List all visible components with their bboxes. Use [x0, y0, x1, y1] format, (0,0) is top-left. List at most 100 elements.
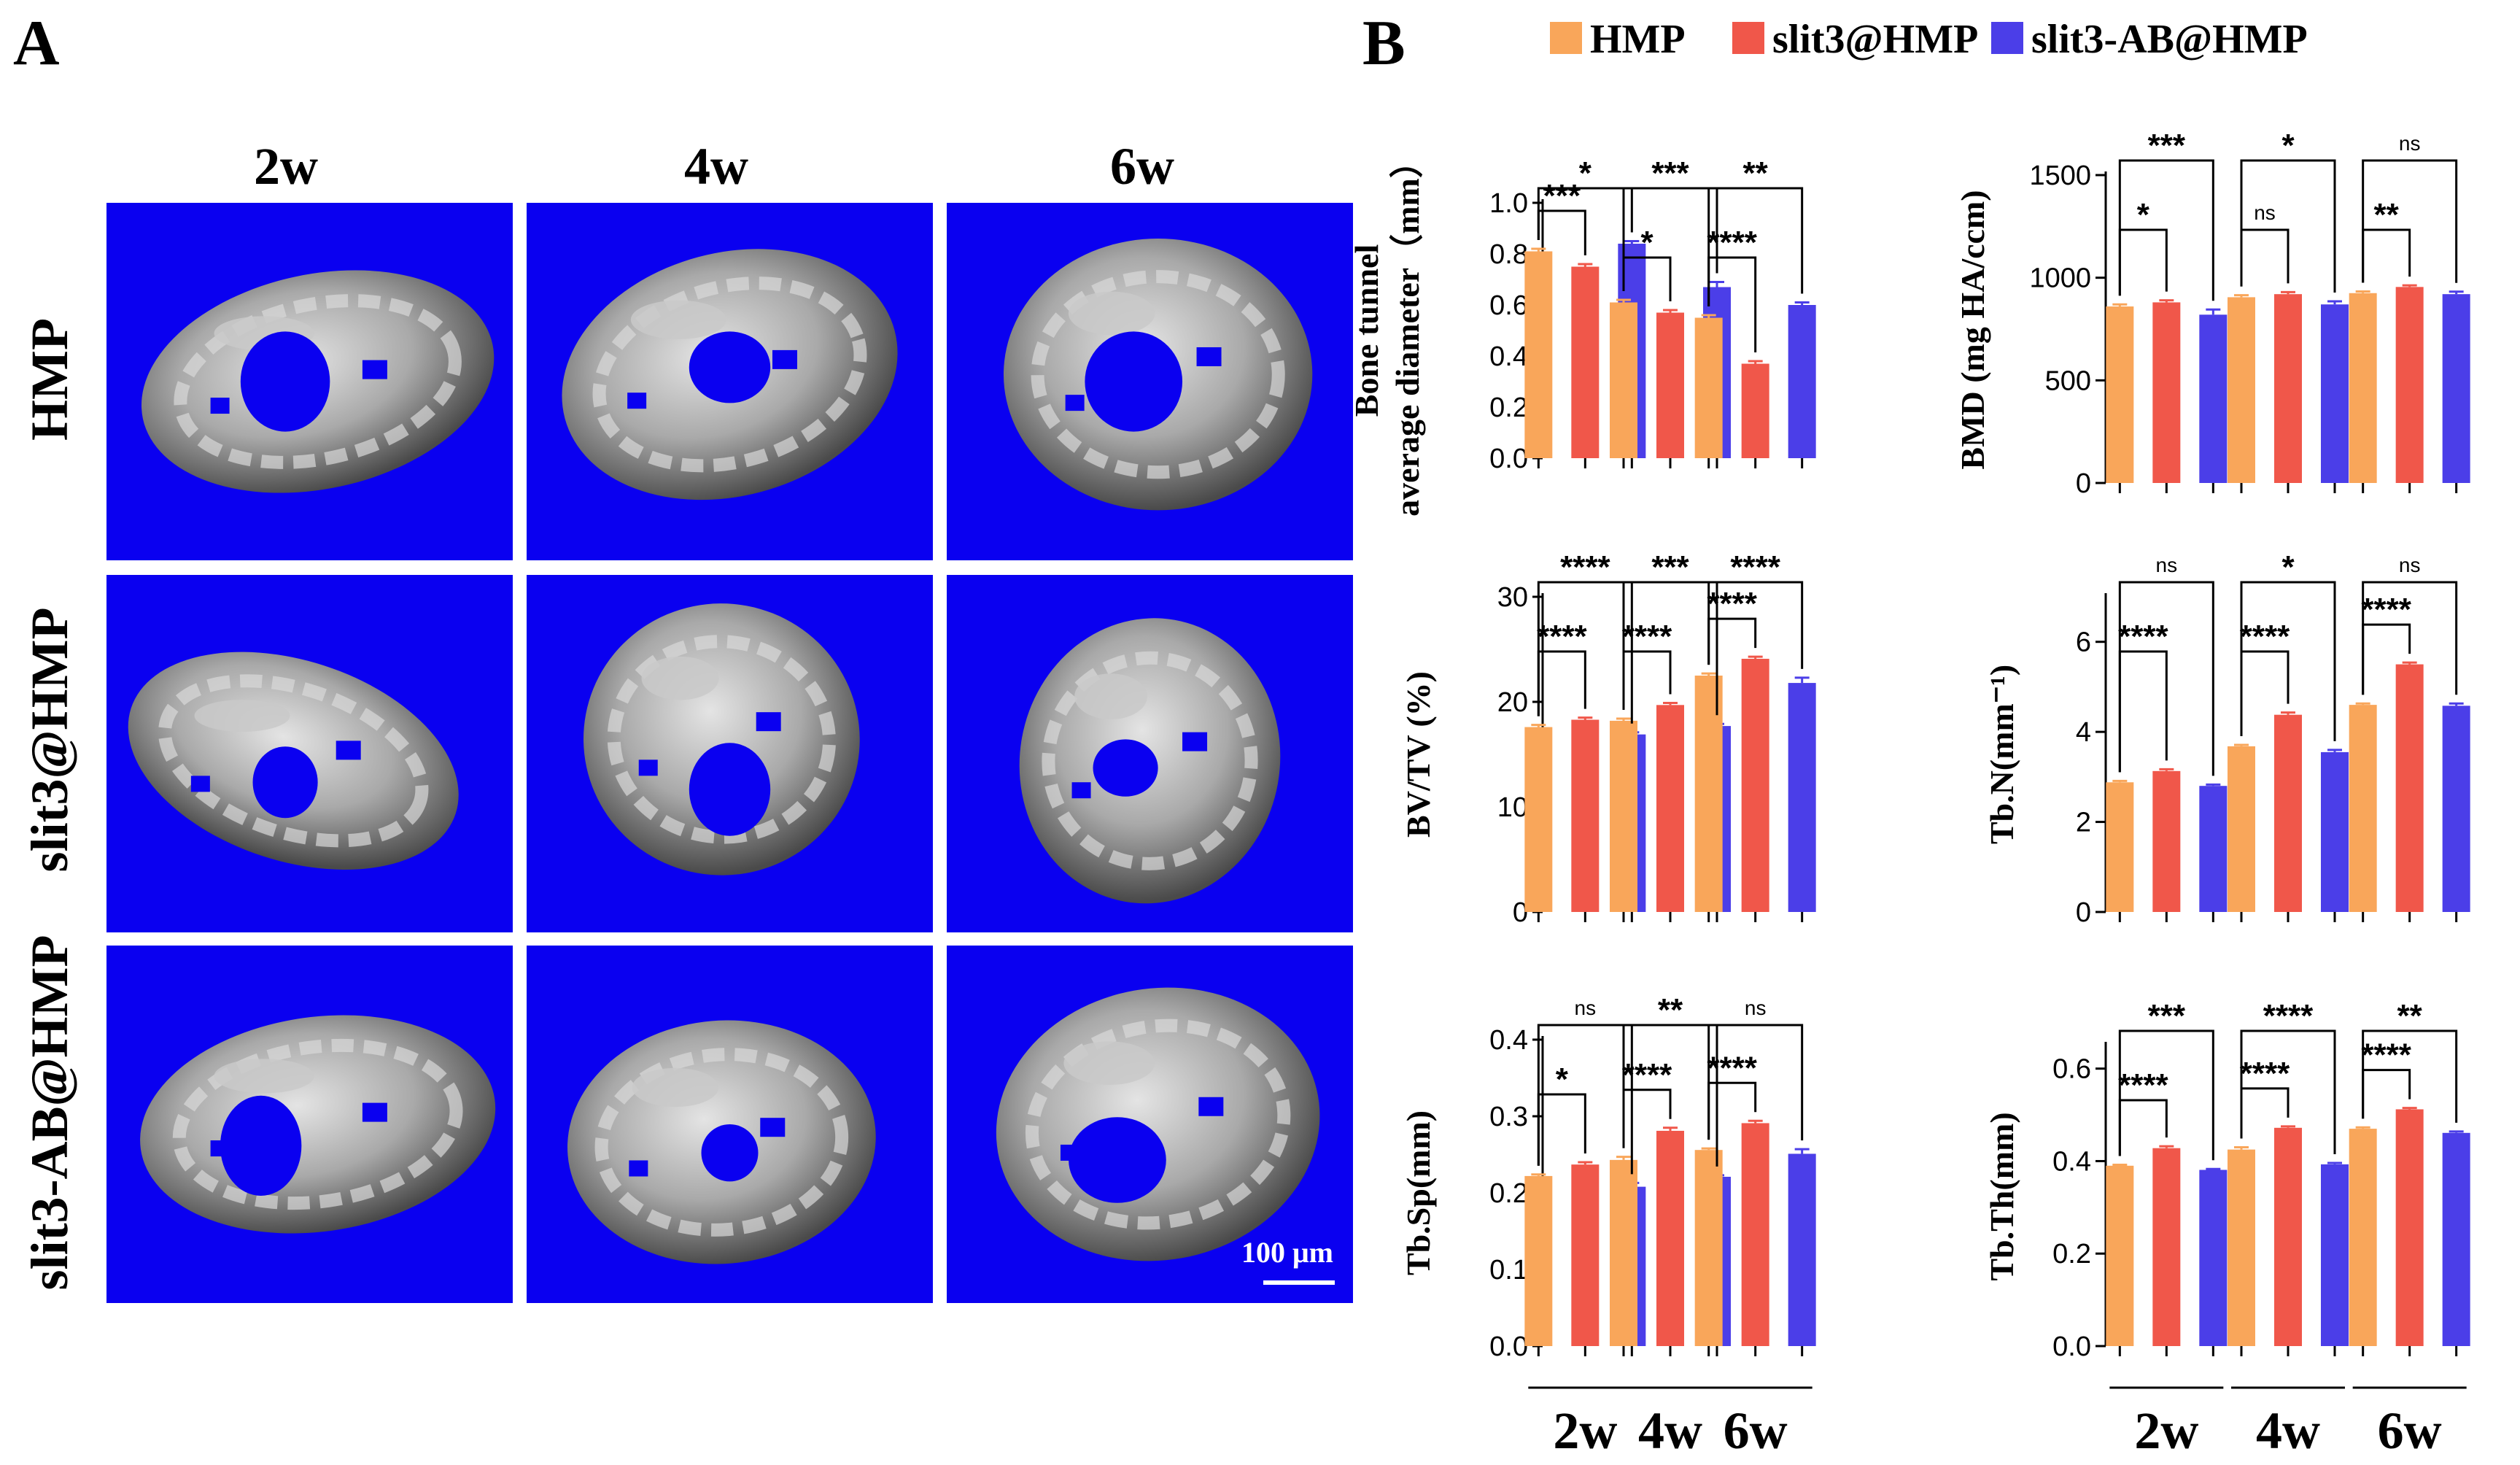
bone-gap	[756, 712, 781, 732]
bone-gap	[638, 759, 658, 776]
significance-label: ****	[1730, 549, 1780, 585]
significance-label: ****	[2240, 1056, 2290, 1091]
y-axis-label-line: BV/TV (%)	[1400, 671, 1437, 838]
y-axis-label: Bone tunnel average diameter（mm）	[1348, 144, 1426, 517]
y-tick-label: 500	[2045, 366, 2091, 396]
bar-slit3-ab-hmp-4w	[2321, 751, 2349, 912]
y-tick-label: 6	[2076, 627, 2091, 658]
bone-texture	[1025, 1018, 1291, 1230]
y-tick-label: 0.6	[2052, 1054, 2091, 1085]
group-label-6w: 6w	[1724, 1402, 1788, 1460]
bone-texture	[594, 1048, 849, 1237]
bar-slit3-ab-hmp-6w	[1788, 1153, 1816, 1346]
significance-label: ****	[1560, 549, 1610, 585]
bone-tunnel-hole	[1069, 1117, 1166, 1203]
bar-slit3-hmp-2w	[1571, 719, 1600, 912]
bar-slit3-hmp-4w	[1656, 1130, 1684, 1346]
bar-slit3-hmp-6w	[2395, 287, 2424, 483]
significance-label: *	[2137, 197, 2150, 233]
group-label-4w: 4w	[1638, 1402, 1702, 1460]
bone-gap	[1182, 732, 1208, 751]
micro-ct-image-grid	[106, 203, 1353, 1303]
bone-gap	[210, 398, 230, 414]
bar-hmp-6w	[1694, 1150, 1723, 1346]
significance-bracket	[1622, 187, 1718, 291]
significance-label: ***	[1543, 178, 1581, 214]
bone-gap	[760, 1118, 786, 1137]
significance-bracket	[2362, 159, 2458, 283]
group-label-4w: 4w	[2256, 1402, 2320, 1460]
significance-bracket	[1707, 1024, 1804, 1141]
y-tick-label: 20	[1497, 687, 1528, 718]
bar-hmp-6w	[1694, 676, 1723, 912]
group-label-2w: 2w	[1553, 1402, 1617, 1460]
micro-ct-image-hmp-6w	[947, 203, 1353, 560]
y-tick-label: 1000	[2029, 263, 2091, 294]
chart-6: 0.00.20.40.6Tb.Th(mm)*******************…	[1983, 998, 2470, 1362]
legend-swatch-2	[1991, 22, 2023, 54]
column-label-4w: 4w	[684, 137, 748, 196]
bar-slit3-hmp-6w	[1741, 1123, 1769, 1346]
bar-hmp-6w	[2349, 705, 2377, 912]
significance-label: ****	[2240, 619, 2290, 654]
significance-label: ***	[1651, 549, 1689, 585]
charts: 0.0 0.2 0.4 0.6 0.8 1.0 Bone tunnel average dia…	[1348, 128, 2470, 1362]
bar-hmp-2w	[2106, 306, 2134, 483]
significance-label: ns	[2156, 554, 2178, 576]
bone-gap	[336, 741, 361, 760]
y-tick-label: 0.0	[2052, 1331, 2091, 1362]
significance-bracket	[1707, 187, 1804, 306]
bone-tunnel-hole	[689, 331, 771, 403]
significance-label: ns	[2399, 554, 2421, 576]
bone-tunnel-hole	[1085, 331, 1183, 432]
bar-slit3-hmp-2w	[2152, 1148, 2181, 1346]
bar-slit3-ab-hmp-6w	[1788, 683, 1816, 912]
legend-label-0: HMP	[1590, 17, 1686, 62]
bone-highlight	[194, 700, 290, 732]
bar-slit3-ab-hmp-6w	[2442, 1132, 2470, 1346]
y-axis-label-line: Tb.Sp(mm)	[1400, 1110, 1437, 1275]
y-axis-label: BV/TV (%)	[1400, 671, 1437, 838]
significance-label: *	[2281, 128, 2295, 163]
bar-hmp-4w	[2228, 1149, 2255, 1346]
significance-bracket	[2118, 1099, 2168, 1156]
chart-5: 0.00.10.20.30.4Tb.Sp(mm)*ns**********ns	[1400, 992, 1816, 1362]
significance-label: ****	[1537, 619, 1587, 654]
significance-bracket	[2240, 581, 2336, 741]
bar-slit3-hmp-2w	[1571, 1164, 1600, 1346]
significance-bracket	[1622, 1024, 1718, 1167]
bar-slit3-hmp-2w	[2152, 770, 2181, 912]
chart-1: 0.0 0.2 0.4 0.6 0.8 1.0 Bone tunnel average dia…	[1348, 144, 1816, 517]
y-tick-label: 0.1	[1489, 1255, 1528, 1286]
bar-hmp-2w	[1524, 251, 1553, 458]
group-label-6w: 6w	[2378, 1402, 2442, 1460]
bone-highlight	[641, 656, 719, 700]
y-tick-label: 2	[2076, 808, 2091, 838]
bar-slit3-ab-hmp-6w	[2442, 294, 2470, 483]
significance-label: ****	[2361, 592, 2411, 627]
y-tick-label: 1500	[2029, 161, 2091, 191]
group-labels: 2w 4w 6w 2w 4w 6w	[1528, 1386, 2467, 1460]
significance-bracket	[2118, 159, 2214, 301]
micro-ct-image-slit3-hmp-2w	[106, 575, 513, 932]
bone-tunnel-hole	[252, 746, 318, 819]
significance-label: ns	[2254, 201, 2276, 224]
y-tick-label: 0.0	[1489, 444, 1528, 474]
y-tick-label: 0.4	[2052, 1146, 2091, 1177]
bar-slit3-ab-hmp-6w	[1788, 305, 1816, 458]
row-label-hmp: HMP	[20, 318, 79, 441]
significance-bracket	[2118, 650, 2168, 773]
bar-slit3-hmp-4w	[2274, 714, 2302, 912]
bone-texture	[1031, 270, 1285, 479]
column-label-2w: 2w	[254, 137, 318, 196]
scale-bar-label: 100 μm	[1241, 1236, 1333, 1269]
significance-bracket	[2240, 1029, 2336, 1154]
micro-ct-image-slit3-hmp-4w	[527, 575, 933, 932]
bar-slit3-ab-hmp-2w	[2199, 1170, 2228, 1346]
y-tick-label: 0.4	[1489, 341, 1528, 372]
significance-bracket	[1537, 1093, 1586, 1166]
y-tick-label: 30	[1497, 582, 1528, 613]
bar-slit3-ab-hmp-4w	[2321, 1164, 2349, 1346]
y-tick-label: 0.8	[1489, 239, 1528, 270]
